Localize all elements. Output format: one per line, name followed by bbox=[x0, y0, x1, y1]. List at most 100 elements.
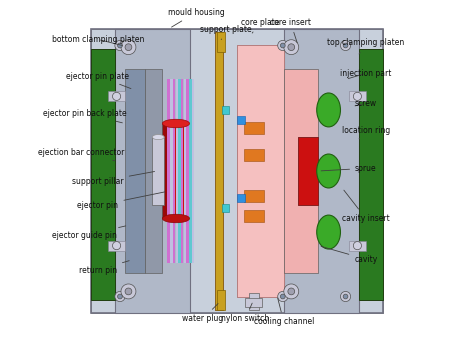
Text: nylon switch: nylon switch bbox=[221, 303, 270, 323]
Text: sprue: sprue bbox=[321, 164, 377, 173]
Circle shape bbox=[288, 288, 295, 295]
Circle shape bbox=[343, 43, 348, 48]
Ellipse shape bbox=[152, 134, 164, 140]
Text: water plug: water plug bbox=[182, 304, 224, 323]
Circle shape bbox=[125, 288, 132, 295]
Circle shape bbox=[284, 40, 299, 55]
Bar bbox=[91, 28, 383, 314]
Text: ejector pin plate: ejector pin plate bbox=[66, 71, 131, 89]
Bar bbox=[163, 123, 190, 219]
Bar bbox=[152, 137, 164, 205]
Text: top clamping platen: top clamping platen bbox=[327, 38, 404, 54]
Text: ejector pin: ejector pin bbox=[77, 192, 165, 210]
Circle shape bbox=[340, 291, 351, 302]
Bar bbox=[91, 49, 115, 300]
Bar bbox=[359, 49, 383, 300]
Bar bbox=[222, 106, 228, 114]
Circle shape bbox=[118, 43, 122, 48]
Bar bbox=[284, 28, 359, 314]
Circle shape bbox=[340, 40, 351, 51]
Bar bbox=[217, 32, 225, 52]
Bar bbox=[91, 28, 383, 314]
Circle shape bbox=[281, 294, 285, 299]
Bar bbox=[108, 91, 125, 102]
Circle shape bbox=[281, 43, 285, 48]
Text: screw: screw bbox=[355, 98, 377, 108]
Text: injection part: injection part bbox=[340, 69, 392, 79]
Bar bbox=[115, 28, 190, 314]
Circle shape bbox=[115, 291, 125, 302]
Bar bbox=[244, 190, 264, 201]
Circle shape bbox=[112, 241, 121, 250]
Text: support pillar: support pillar bbox=[72, 171, 155, 186]
Ellipse shape bbox=[163, 214, 190, 223]
Text: ejector pin back plate: ejector pin back plate bbox=[43, 109, 126, 123]
Bar bbox=[237, 116, 246, 124]
Bar bbox=[186, 79, 189, 263]
Bar bbox=[91, 49, 115, 300]
Circle shape bbox=[343, 294, 348, 299]
Circle shape bbox=[115, 40, 125, 51]
Bar bbox=[349, 91, 366, 102]
Text: bottom clamping platen: bottom clamping platen bbox=[52, 35, 144, 45]
Bar bbox=[359, 49, 383, 300]
Text: cavity insert: cavity insert bbox=[342, 190, 390, 223]
Text: mould housing: mould housing bbox=[168, 8, 225, 27]
Circle shape bbox=[121, 40, 136, 55]
Circle shape bbox=[353, 241, 362, 250]
Bar bbox=[246, 298, 263, 307]
Bar bbox=[192, 79, 194, 263]
Bar bbox=[125, 69, 146, 273]
Circle shape bbox=[278, 40, 288, 51]
Bar bbox=[237, 45, 284, 297]
Text: location ring: location ring bbox=[342, 127, 390, 139]
Bar bbox=[249, 293, 259, 310]
Text: ejector guide pin: ejector guide pin bbox=[52, 226, 126, 240]
Bar bbox=[115, 28, 190, 314]
Ellipse shape bbox=[317, 154, 340, 188]
Bar bbox=[222, 204, 228, 212]
Text: ejection bar connector: ejection bar connector bbox=[38, 148, 124, 161]
Circle shape bbox=[112, 92, 121, 101]
Circle shape bbox=[118, 294, 122, 299]
Circle shape bbox=[288, 44, 295, 51]
Bar bbox=[163, 123, 169, 219]
Text: support plate: support plate bbox=[201, 25, 252, 40]
Bar bbox=[181, 79, 183, 263]
Bar bbox=[237, 45, 284, 297]
Bar bbox=[178, 79, 181, 263]
Bar bbox=[298, 137, 319, 205]
Bar bbox=[349, 240, 366, 251]
Bar bbox=[189, 79, 191, 263]
Ellipse shape bbox=[317, 93, 340, 127]
Bar bbox=[284, 28, 359, 314]
Bar bbox=[146, 69, 163, 273]
Bar bbox=[108, 240, 125, 251]
Text: cavity: cavity bbox=[321, 246, 377, 264]
Circle shape bbox=[121, 284, 136, 299]
Bar bbox=[284, 69, 319, 273]
Bar bbox=[298, 137, 319, 205]
Bar bbox=[217, 290, 225, 310]
Circle shape bbox=[284, 284, 299, 299]
Bar bbox=[237, 194, 246, 202]
Bar bbox=[184, 79, 186, 263]
Bar bbox=[215, 32, 223, 310]
Bar bbox=[244, 210, 264, 222]
Text: core plate: core plate bbox=[241, 18, 279, 33]
Bar bbox=[175, 79, 178, 263]
Bar bbox=[244, 122, 264, 134]
Bar bbox=[173, 79, 175, 263]
Bar bbox=[167, 79, 170, 263]
Circle shape bbox=[353, 92, 362, 101]
Text: cooling channel: cooling channel bbox=[254, 298, 314, 327]
Ellipse shape bbox=[317, 215, 340, 249]
Bar bbox=[215, 32, 223, 310]
Ellipse shape bbox=[163, 119, 190, 128]
Circle shape bbox=[125, 44, 132, 51]
Bar bbox=[244, 149, 264, 161]
Text: return pin: return pin bbox=[79, 261, 129, 275]
Text: core insert: core insert bbox=[270, 18, 311, 43]
Bar bbox=[170, 79, 173, 263]
Circle shape bbox=[278, 291, 288, 302]
